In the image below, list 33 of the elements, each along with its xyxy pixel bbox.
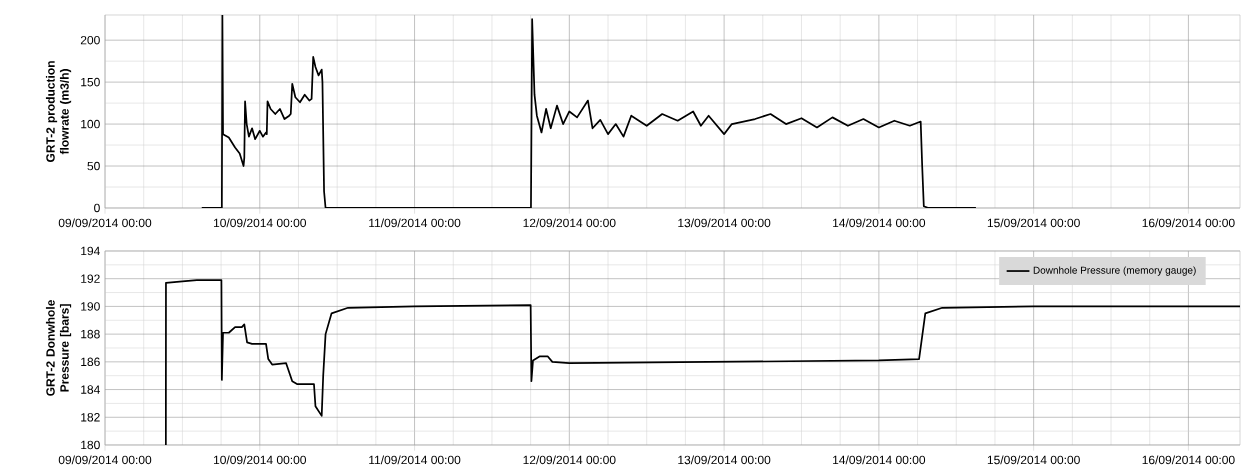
y-tick-label: 194 [81, 246, 100, 256]
legend-label: Downhole Pressure (memory gauge) [1033, 266, 1196, 276]
x-tick-label: 11/09/2014 00:00 [369, 455, 461, 465]
x-tick-label: 09/09/2014 00:00 [58, 218, 152, 228]
y-tick-label: 184 [81, 385, 100, 394]
x-tick-label: 10/09/2014 00:00 [214, 218, 307, 228]
x-tick-label: 15/09/2014 00:00 [987, 455, 1080, 465]
y-tick-label: 0 [94, 203, 100, 213]
x-tick-label: 12/09/2014 00:00 [523, 455, 616, 465]
y-tick-label: 100 [81, 119, 100, 129]
y-tick-label: 150 [81, 77, 100, 87]
y-axis-title: GRT-2 production flowrate (m3/h) [45, 61, 72, 162]
x-tick-label: 13/09/2014 00:00 [678, 218, 771, 228]
x-tick-label: 16/09/2014 00:00 [1142, 218, 1235, 228]
y-tick-label: 186 [81, 357, 100, 367]
x-tick-label: 10/09/2014 00:00 [214, 455, 307, 465]
line-series [200, 14, 977, 208]
x-tick-label: 13/09/2014 00:00 [678, 455, 771, 465]
x-tick-label: 11/09/2014 00:00 [369, 218, 461, 228]
y-tick-label: 180 [81, 440, 100, 450]
y-tick-label: 50 [87, 161, 100, 171]
y-tick-label: 188 [81, 329, 100, 339]
y-tick-label: 192 [81, 274, 100, 283]
x-tick-label: 09/09/2014 00:00 [58, 455, 152, 465]
x-tick-label: 16/09/2014 00:00 [1142, 455, 1235, 465]
y-tick-label: 182 [81, 413, 100, 422]
x-tick-label: 12/09/2014 00:00 [523, 218, 616, 228]
x-tick-label: 15/09/2014 00:00 [987, 218, 1080, 228]
x-tick-label: 14/09/2014 00:00 [833, 218, 926, 228]
y-axis-title: GRT-2 Donwhole Pressure [bars] [45, 300, 72, 396]
y-tick-label: 190 [81, 302, 100, 311]
x-tick-label: 14/09/2014 00:00 [833, 455, 926, 465]
y-tick-label: 200 [80, 35, 100, 45]
